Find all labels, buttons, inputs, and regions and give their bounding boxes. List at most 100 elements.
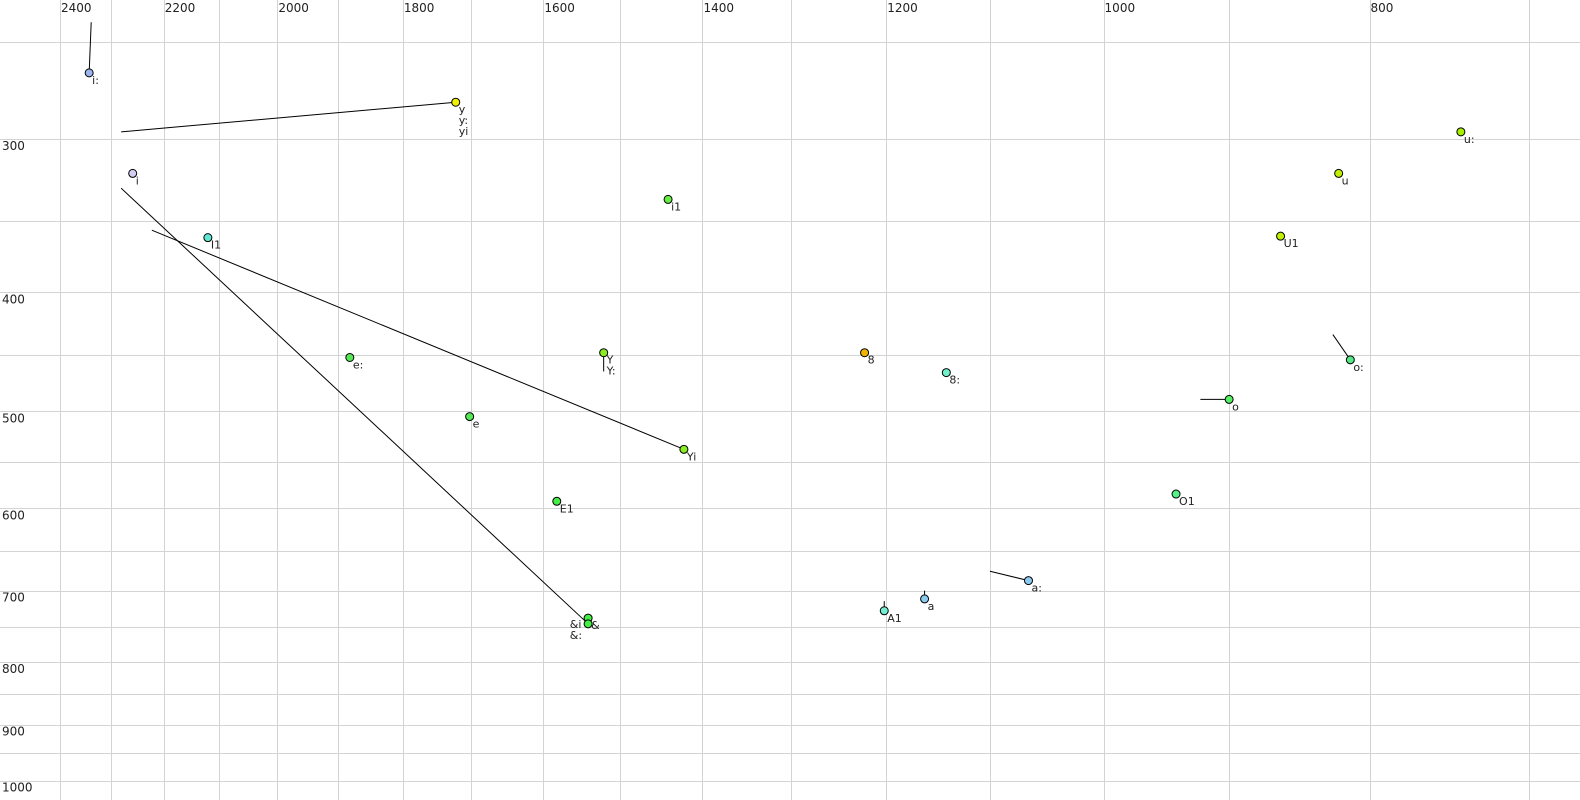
trajectories	[88, 22, 1351, 625]
trajectory-line	[151, 229, 685, 450]
x-tick-label: 1400	[703, 1, 734, 15]
vowel-label: Y	[606, 354, 614, 367]
vowel-point	[1224, 394, 1234, 404]
vowel-point	[860, 348, 870, 358]
vowel-label: Y:	[606, 365, 616, 378]
vowel-label-group: 8:	[949, 374, 960, 387]
vowel-label: 8:	[949, 374, 960, 387]
vowel-label: u	[1342, 174, 1349, 187]
x-tick-label: 1000	[1105, 1, 1136, 15]
vowel-point	[1345, 355, 1355, 365]
y-tick-label: 400	[2, 292, 25, 306]
vowel-label-group: i	[136, 174, 139, 187]
vowel-label: e	[473, 418, 480, 431]
vowel-label: O1	[1179, 495, 1195, 508]
vowel-label: I1	[211, 239, 221, 252]
vowel-point	[451, 97, 461, 107]
vowel-label-group: u:	[1464, 133, 1475, 146]
vowel-label: i1	[671, 200, 681, 213]
vowel-point	[84, 68, 94, 78]
vowel-label-group: 8	[868, 354, 875, 367]
vowel-label-group: i1	[671, 200, 681, 213]
trajectory-line	[989, 570, 1029, 582]
vowel-label: U1	[1284, 237, 1299, 250]
vowel-label: o:	[1353, 361, 1363, 374]
vowel-label: e:	[353, 358, 363, 371]
trajectory-line	[88, 22, 92, 73]
vowel-label: A1	[887, 612, 902, 625]
vowel-label: o	[1232, 400, 1239, 413]
vowel-point	[1171, 489, 1181, 499]
vowel-label: a	[928, 600, 935, 613]
vowel-label: u:	[1464, 133, 1475, 146]
x-tick-label: 1200	[887, 1, 918, 15]
x-tick-label: 1600	[544, 1, 575, 15]
data-points	[84, 68, 1466, 629]
vowel-label-group: e:	[353, 358, 363, 371]
vowel-label: i:	[92, 74, 99, 87]
vowel-label: E1	[560, 502, 574, 515]
vowel-point	[663, 194, 673, 204]
vowel-point	[679, 444, 689, 454]
vowel-label-group: i:	[92, 74, 99, 87]
vowel-point	[1276, 231, 1286, 241]
vowel-label-group: yy:yi	[459, 103, 469, 138]
y-tick-label: 300	[2, 139, 25, 153]
vowel-label-group: &	[591, 619, 600, 632]
vowel-point	[552, 496, 562, 506]
vowel-label-group: O1	[1179, 495, 1195, 508]
vowel-label: Yi	[686, 450, 696, 463]
tick-labels: 2400 2200 2000 1800 1600 1400 1200 1000 800 300 40…	[2, 1, 1393, 795]
x-tick-label: 2200	[165, 1, 196, 15]
vowel-point	[465, 412, 475, 422]
vowel-point	[1456, 127, 1466, 137]
y-tick-label: 900	[2, 725, 25, 739]
trajectory-line	[1332, 334, 1351, 361]
y-tick-label: 700	[2, 591, 25, 605]
y-tick-label: 500	[2, 411, 25, 425]
y-tick-label: 800	[2, 662, 25, 676]
y-tick-label: 600	[2, 508, 25, 522]
vowel-point	[599, 348, 609, 358]
point-labels: i: yy:yi i I1 i1 e: YY: e Yi E1 &&i&: 8 8: A1 a a: O1 o o:…	[92, 74, 1474, 642]
trajectory-line	[121, 101, 456, 133]
vowel-label-group: a	[928, 600, 935, 613]
vowel-label-group: o	[1232, 400, 1239, 413]
vowel-point	[583, 619, 593, 629]
vowel-label-group: U1	[1284, 237, 1299, 250]
vowel-label-group: I1	[211, 239, 221, 252]
vowel-label: &:	[570, 629, 582, 642]
vowel-point	[920, 594, 930, 604]
vowel-label-group: e	[473, 418, 480, 431]
x-tick-label: 2400	[61, 1, 92, 15]
vowel-point	[1334, 168, 1344, 178]
vowel-label-group: u	[1342, 174, 1349, 187]
vowel-label: yi	[459, 125, 469, 138]
vowel-label-group: a:	[1031, 582, 1041, 595]
vowel-label: y	[459, 103, 466, 116]
x-tick-label: 800	[1371, 1, 1394, 15]
vowel-point	[203, 233, 213, 243]
vowel-label: 8	[868, 354, 875, 367]
vowel-label-group: Yi	[686, 450, 696, 463]
y-tick-label: 1000	[2, 781, 33, 795]
vowel-point	[941, 368, 951, 378]
vowel-label: y:	[459, 114, 468, 127]
vowel-point	[879, 606, 889, 616]
vowel-point	[345, 352, 355, 362]
vowel-label-group: &i&:	[570, 618, 582, 642]
vowel-label: i	[136, 174, 139, 187]
trajectory-line	[120, 187, 589, 625]
vowel-point	[1023, 576, 1033, 586]
vowel-label: &	[591, 619, 600, 632]
vowel-label-group: A1	[887, 612, 902, 625]
vowel-label-group: YY:	[606, 354, 616, 378]
x-tick-label: 2000	[278, 1, 309, 15]
x-tick-label: 1800	[404, 1, 435, 15]
vowel-label: a:	[1031, 582, 1041, 595]
vowel-label-group: o:	[1353, 361, 1363, 374]
vowel-point	[128, 168, 138, 178]
vowel-label-group: E1	[560, 502, 574, 515]
